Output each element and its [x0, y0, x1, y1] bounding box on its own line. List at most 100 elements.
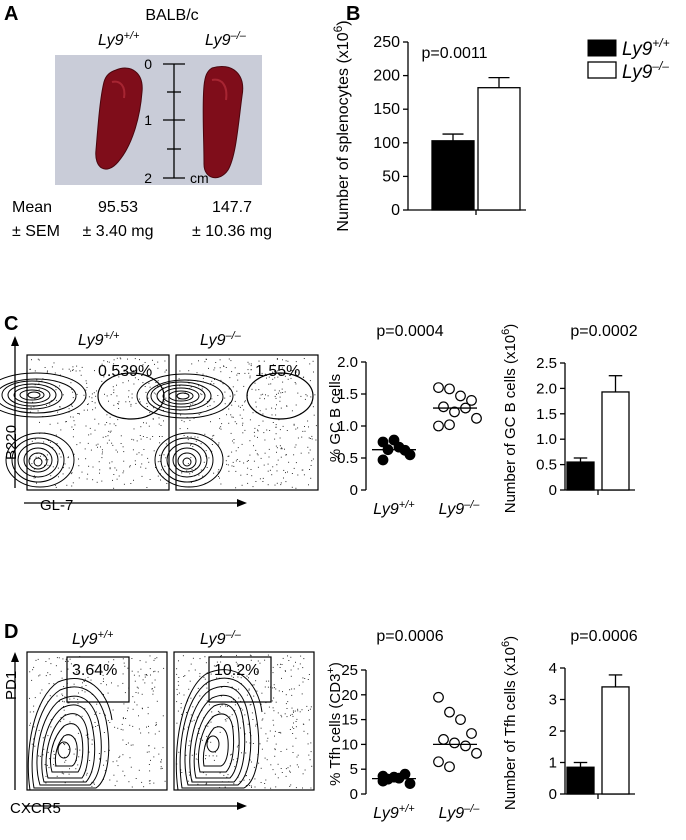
event-dot: [315, 439, 317, 441]
event-dot: [272, 719, 274, 721]
event-dot: [213, 472, 215, 474]
event-dot: [71, 405, 73, 407]
event-dot: [280, 732, 282, 734]
event-dot: [83, 409, 85, 411]
event-dot: [236, 761, 238, 763]
event-dot: [307, 733, 309, 735]
event-dot: [248, 689, 250, 691]
event-dot: [274, 389, 276, 391]
event-dot: [178, 751, 180, 753]
event-dot: [130, 403, 132, 405]
event-dot: [266, 759, 268, 761]
p-value: p=0.0006: [570, 628, 637, 645]
event-dot: [265, 680, 267, 682]
event-dot: [159, 455, 161, 456]
event-dot: [220, 695, 222, 697]
event-dot: [313, 414, 315, 416]
event-dot: [113, 474, 115, 475]
event-dot: [272, 769, 274, 771]
event-dot: [231, 686, 233, 688]
event-dot: [220, 483, 222, 485]
event-dot: [233, 442, 235, 444]
event-dot: [76, 671, 78, 673]
event-dot: [249, 785, 251, 786]
event-dot: [291, 473, 293, 474]
event-dot: [136, 440, 138, 442]
event-dot: [103, 694, 104, 695]
event-dot: [52, 447, 54, 449]
event-dot: [87, 442, 89, 444]
event-dot: [124, 775, 126, 777]
event-dot: [205, 755, 207, 756]
event-dot: [156, 700, 158, 702]
event-dot: [307, 446, 309, 448]
panel-label-b: B: [346, 3, 360, 25]
event-dot: [303, 730, 305, 732]
event-dot: [101, 457, 103, 459]
event-dot: [64, 782, 66, 784]
event-dot: [253, 684, 255, 686]
data-point: [404, 449, 416, 461]
event-dot: [113, 359, 115, 361]
event-dot: [116, 357, 118, 359]
y-tick-label: 1.5: [337, 386, 358, 403]
event-dot: [246, 675, 248, 677]
event-dot: [290, 377, 292, 379]
ruler-tick-0: 0: [144, 56, 152, 72]
event-dot: [186, 470, 188, 472]
event-dot: [264, 712, 266, 714]
event-dot: [268, 456, 270, 458]
event-dot: [303, 658, 305, 660]
event-dot: [285, 703, 287, 705]
event-dot: [122, 739, 124, 741]
event-dot: [49, 441, 51, 443]
event-dot: [63, 686, 65, 688]
event-dot: [70, 663, 72, 665]
event-dot: [125, 744, 127, 745]
event-dot: [250, 655, 252, 657]
event-dot: [57, 411, 59, 413]
event-dot: [38, 382, 40, 384]
event-dot: [163, 409, 164, 411]
event-dot: [176, 694, 178, 696]
event-dot: [158, 423, 160, 425]
event-dot: [276, 404, 277, 406]
event-dot: [60, 717, 62, 719]
event-dot: [304, 398, 306, 400]
event-dot: [297, 437, 299, 439]
event-dot: [264, 452, 266, 454]
event-dot: [252, 719, 254, 720]
event-dot: [248, 688, 250, 690]
event-dot: [276, 482, 278, 484]
y-tick-label: 100: [373, 135, 400, 152]
event-dot: [132, 708, 134, 710]
event-dot: [60, 670, 62, 672]
event-dot: [294, 710, 296, 712]
event-dot: [217, 471, 219, 473]
event-dot: [260, 782, 262, 783]
event-dot: [271, 414, 273, 416]
event-dot: [79, 749, 81, 751]
event-dot: [59, 448, 61, 450]
event-dot: [255, 481, 257, 482]
wt-sem: ± 3.40 mg: [82, 223, 153, 240]
event-dot: [275, 786, 277, 788]
gc-b-percent-dot-plot: 0 0.5 1.0 1.5 2.0 % GC B cells p=0.0004 Ly9+/+ L…: [327, 323, 482, 518]
y-axis-label: Number of splenocytes (x106): [331, 20, 352, 231]
event-dot: [103, 376, 105, 378]
event-dot: [190, 443, 192, 445]
event-dot: [285, 472, 286, 474]
event-dot: [211, 444, 213, 445]
wt-mean: 95.53: [98, 199, 138, 216]
event-dot: [189, 680, 191, 682]
event-dot: [131, 438, 133, 440]
event-dot: [58, 453, 60, 455]
event-dot: [86, 382, 88, 384]
event-dot: [267, 463, 269, 465]
event-dot: [290, 669, 292, 671]
event-dot: [160, 766, 162, 768]
event-dot: [101, 453, 103, 455]
event-dot: [117, 403, 119, 405]
event-dot: [71, 388, 73, 390]
event-dot: [228, 358, 230, 360]
